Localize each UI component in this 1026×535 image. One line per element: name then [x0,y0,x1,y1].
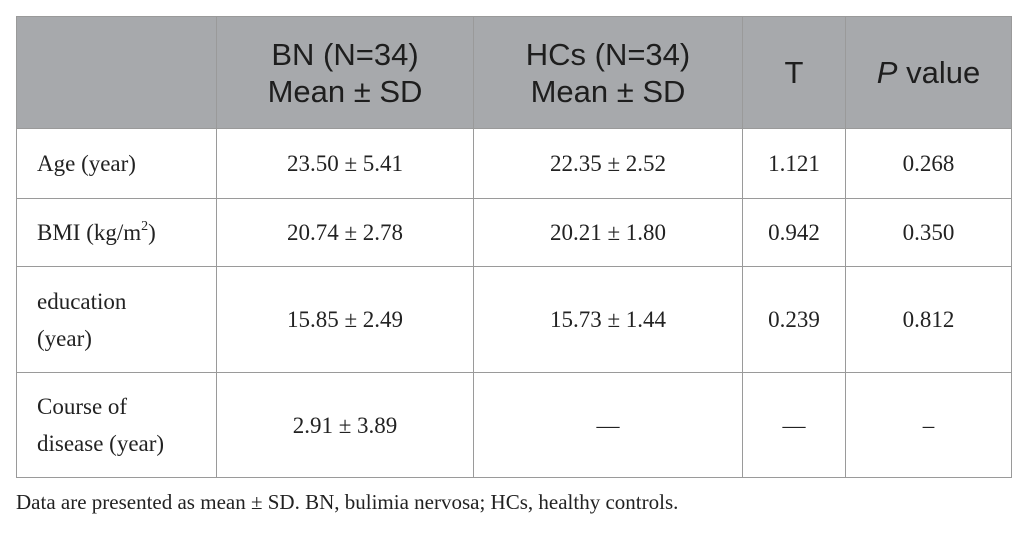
cell-line: 20.21 ± 1.80 [549,220,667,245]
table-cell: 2.91 ± 3.89 [216,372,474,478]
header-cell [16,16,217,129]
cell-line: – [922,412,935,438]
cell-line: 0.239 [768,307,820,332]
cell-line: education [37,288,127,314]
cell-line: — [596,412,620,438]
table-cell: 0.239 [742,266,846,373]
table-cell: 0.942 [742,198,846,267]
table-row: Age (year) 23.50 ± 5.41 22.35 ± 2.52 1.121 0… [16,128,1012,199]
cell-line: 2.91 ± 3.89 [292,412,398,438]
cell-line: 15.85 ± 2.49 [286,307,404,332]
table-cell: 0.812 [845,266,1012,373]
cell-line: 1.121 [768,151,820,176]
text-segment: value [906,55,981,90]
table-cell: 20.74 ± 2.78 [216,198,474,267]
table-cell: — [742,372,846,478]
table-cell: 0.350 [845,198,1012,267]
table-cell: 1.121 [742,128,846,199]
cell-line: 0.268 [902,151,955,176]
cell-line: 22.35 ± 2.52 [549,151,667,176]
cell-line: 20.74 ± 2.78 [286,220,404,245]
table-row: BMI (kg/m2) 20.74 ± 2.78 20.21 ± 1.80 0.942… [16,198,1012,267]
table-cell: – [845,372,1012,478]
table-row: education (year) 15.85 ± 2.49 15.73 ± 1.44 0… [16,266,1012,373]
cell-line: Mean ± SD [267,73,423,109]
cell-line: Mean ± SD [530,73,686,109]
header-cell: HCs (N=34) Mean ± SD [473,16,743,129]
cell-line: — [782,412,806,438]
table-cell: 0.268 [845,128,1012,199]
footnote: Data are presented as mean ± SD. BN, bul… [16,490,679,514]
cell-line: 0.812 [902,307,955,332]
table-body: Age (year) 23.50 ± 5.41 22.35 ± 2.52 1.121 0… [16,128,1012,478]
cell-line: (year) [37,325,92,351]
cell-line: 23.50 ± 5.41 [286,151,404,176]
text-segment: P [876,55,898,90]
row-label: Course of disease (year) [16,372,217,478]
cell-line: Age (year) [37,151,136,176]
cell-line: HCs (N=34) [525,36,691,72]
text-segment: BMI (kg/m [37,220,142,245]
cell-line: 15.73 ± 1.44 [549,307,667,332]
table-cell: 20.21 ± 1.80 [473,198,743,267]
row-label: Age (year) [16,128,217,199]
row-label: BMI (kg/m2) [16,198,217,267]
table-cell: 15.85 ± 2.49 [216,266,474,373]
cell-line: BMI (kg/m2) [37,214,216,251]
cell-line: disease (year) [37,431,165,456]
table-cell: 23.50 ± 5.41 [216,128,474,199]
table-cell: — [473,372,743,478]
text-segment: ) [148,220,156,245]
cell-line: Course of [37,394,128,419]
cell-line: 0.942 [768,220,820,245]
table-row: Course of disease (year) 2.91 ± 3.89 — — – [16,372,1012,478]
table-cell: 15.73 ± 1.44 [473,266,743,373]
cell-line: T [784,55,804,90]
cell-line: 0.350 [902,220,955,245]
table-cell: 22.35 ± 2.52 [473,128,743,199]
cell-line: BN (N=34) [271,36,419,72]
row-label: education (year) [16,266,217,373]
header-cell: BN (N=34) Mean ± SD [216,16,474,129]
superscript: 2 [141,219,149,234]
header-cell: T [742,16,846,129]
